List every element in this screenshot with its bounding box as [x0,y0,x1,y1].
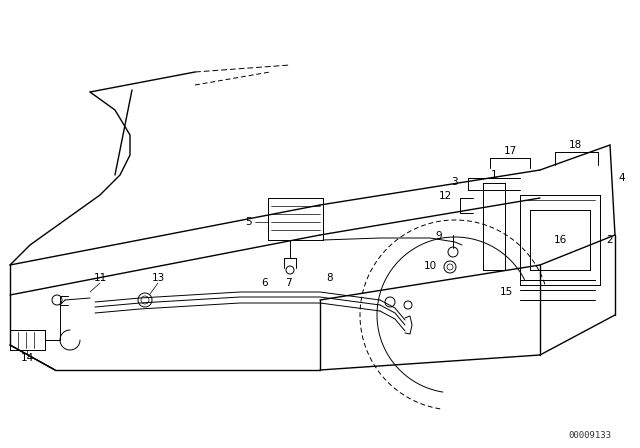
Text: 16: 16 [554,235,566,245]
Text: 00009133: 00009133 [568,431,611,439]
Text: 11: 11 [93,273,107,283]
Text: 14: 14 [20,353,34,363]
Text: 6: 6 [262,278,268,288]
Text: 7: 7 [285,278,291,288]
Text: 18: 18 [568,140,582,150]
Text: 2: 2 [607,235,613,245]
Text: 4: 4 [619,173,625,183]
Text: 1: 1 [491,170,497,180]
Text: 5: 5 [245,217,252,227]
Text: 9: 9 [435,231,442,241]
Text: 12: 12 [439,191,452,201]
Text: 10: 10 [424,261,437,271]
Text: 15: 15 [500,287,513,297]
Text: 13: 13 [152,273,164,283]
Text: 3: 3 [451,177,458,187]
Text: 8: 8 [326,273,333,283]
Text: 17: 17 [504,146,516,156]
